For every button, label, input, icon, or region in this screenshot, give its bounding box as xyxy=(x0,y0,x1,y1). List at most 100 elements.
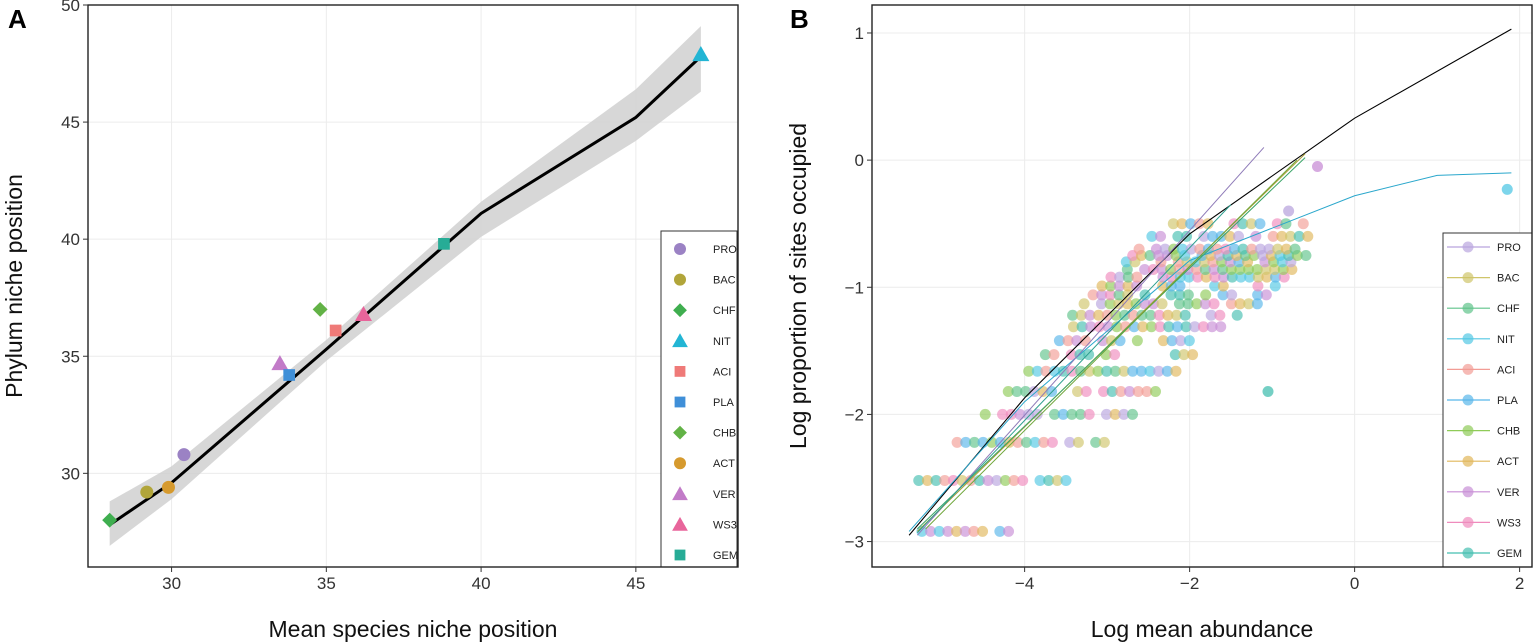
panel-b-x-tick-label: 2 xyxy=(1515,574,1524,593)
panel-a-legend-key-ver xyxy=(672,486,688,501)
panel-b-point-ver xyxy=(1003,525,1015,537)
panel-b-point-gem xyxy=(1174,289,1186,301)
panel-b-point-pla xyxy=(1252,289,1264,301)
panel-b-point-gem xyxy=(1169,349,1181,361)
panel-a-y-tick-label: 35 xyxy=(61,347,80,366)
panel-a-y-tick-label: 40 xyxy=(61,230,80,249)
panel-b-point-pro xyxy=(1263,243,1275,255)
panel-b-y-tick-label: −1 xyxy=(845,278,864,297)
panel-a-point-nit xyxy=(692,46,710,62)
panel-b-point-chf xyxy=(1113,289,1125,301)
panel-b-point-ver xyxy=(1215,321,1227,333)
panel-b-point-aci xyxy=(968,525,980,537)
panel-b-legend-label: PLA xyxy=(1497,395,1518,407)
panel-a-point-bac xyxy=(140,485,154,499)
panel-b-point-ws3 xyxy=(1153,309,1165,321)
panel-b-point-ver xyxy=(1155,230,1167,242)
panel-b-point-pro xyxy=(1153,365,1165,377)
panel-b-point-ver xyxy=(1312,160,1323,172)
panel-b-x-tick-label: 0 xyxy=(1350,574,1359,593)
panel-b-point-chf xyxy=(1109,365,1121,377)
panel-b-point-chf xyxy=(1039,349,1051,361)
panel-a-y-label: Phylum niche position xyxy=(1,174,27,398)
panel-b-point-ws3 xyxy=(1252,280,1264,292)
panel-b-point-gem xyxy=(1165,289,1177,301)
panel-b-legend-label: NIT xyxy=(1497,334,1515,346)
panel-b-point-aci xyxy=(1141,386,1153,398)
panel-b-point-pro xyxy=(1189,321,1201,333)
panel-b-point-aci xyxy=(1048,349,1060,361)
panel-a-point-chb xyxy=(312,301,328,317)
panel-b-point-aci xyxy=(1062,335,1074,347)
panel-a: A PRO BAC CHF NIT ACI PLA CHB ACT VER WS3 GEM 30 35… xyxy=(1,0,739,642)
panel-b-point-pla xyxy=(1057,408,1069,420)
panel-b-point-gem xyxy=(1180,321,1192,333)
panel-b-point-chb xyxy=(979,408,991,420)
panel-b-point-bac xyxy=(1272,243,1284,255)
panel-b-legend-label: CHF xyxy=(1497,303,1520,315)
panel-b-point-chf xyxy=(968,436,980,448)
panel-b-point-pro xyxy=(1185,243,1197,255)
panel-b-point-act xyxy=(1170,365,1182,377)
panel-a-frame xyxy=(87,4,739,568)
panel-b-point-aci xyxy=(1133,243,1145,255)
panel-b-point-bac xyxy=(1105,335,1117,347)
panel-a-letter: A xyxy=(8,4,27,34)
panel-b-point-ws3 xyxy=(1105,271,1117,283)
panel-b-point-pro xyxy=(1283,205,1295,217)
panel-b-point-chb xyxy=(999,475,1011,487)
panel-b-point-chb xyxy=(1111,321,1123,333)
panel-a-legend-key-ws3 xyxy=(672,516,688,531)
panel-b-point-pro xyxy=(1175,335,1187,347)
panel-b-legend-label: GEM xyxy=(1497,548,1522,560)
panel-b-point-bac xyxy=(1167,218,1179,230)
panel-b-point-ver xyxy=(1124,386,1136,398)
panel-b-point-chf xyxy=(1289,243,1301,255)
panel-b-legend-key-bac xyxy=(1462,272,1474,284)
panel-b-point-pla xyxy=(1174,280,1186,292)
panel-a-point-ver xyxy=(271,355,289,371)
panel-a-x-tick-label: 30 xyxy=(162,574,181,593)
panel-b-point-pla xyxy=(1254,218,1266,230)
panel-b-point-ws3 xyxy=(997,408,1009,420)
panel-b-point-pla xyxy=(1207,230,1219,242)
panel-b-point-ws3 xyxy=(1046,436,1058,448)
panel-b-point-ws3 xyxy=(1220,243,1232,255)
panel-b-point-gem xyxy=(1237,243,1249,255)
panel-a-legend-label: PRO xyxy=(713,244,737,256)
panel-b-point-pla xyxy=(994,525,1006,537)
panel-b-legend-key-pla xyxy=(1462,394,1474,406)
panel-b-point-chb xyxy=(1165,263,1177,275)
panel-a-legend-label: PLA xyxy=(713,397,734,409)
panel-b-point-nit xyxy=(1501,183,1513,195)
panel-b-point-act xyxy=(1121,298,1133,310)
panel-b-point-gem xyxy=(1101,365,1113,377)
panel-b-point-bac xyxy=(1051,475,1063,487)
panel-b-point-bac xyxy=(1098,436,1110,448)
panel-b-point-pla xyxy=(1053,335,1065,347)
panel-b-x-label: Log mean abundance xyxy=(1091,616,1314,642)
panel-a-legend-label: CHB xyxy=(713,428,736,440)
panel-b-frame xyxy=(871,4,1533,568)
panel-b-point-aci xyxy=(1225,298,1237,310)
panel-b-point-gem xyxy=(1106,386,1118,398)
panel-b-point-chf xyxy=(1066,408,1078,420)
panel-b-point-pla xyxy=(1114,335,1126,347)
panel-b-legend-key-ver xyxy=(1462,486,1474,498)
panel-a-regression-line xyxy=(108,55,702,527)
panel-b-legend-label: PRO xyxy=(1497,242,1521,254)
panel-b-point-pro xyxy=(1023,408,1035,420)
panel-b-fit-nit xyxy=(908,172,1512,532)
panel-b-legend-label: ACT xyxy=(1497,456,1519,468)
panel-a-legend-key-chb xyxy=(673,425,687,440)
panel-b-point-gem xyxy=(913,475,925,487)
panel-b-point-chf xyxy=(1067,309,1079,321)
panel-b-point-act xyxy=(1157,280,1169,292)
panel-b-point-ws3 xyxy=(1093,321,1105,333)
panel-b-point-act xyxy=(921,475,933,487)
panel-b-point-ws3 xyxy=(1154,321,1166,333)
panel-b-point-nit xyxy=(1146,230,1158,242)
panel-b-legend-label: ACI xyxy=(1497,364,1515,376)
panel-b-point-gem xyxy=(1262,386,1274,398)
panel-a-legend-key-act xyxy=(674,457,686,470)
